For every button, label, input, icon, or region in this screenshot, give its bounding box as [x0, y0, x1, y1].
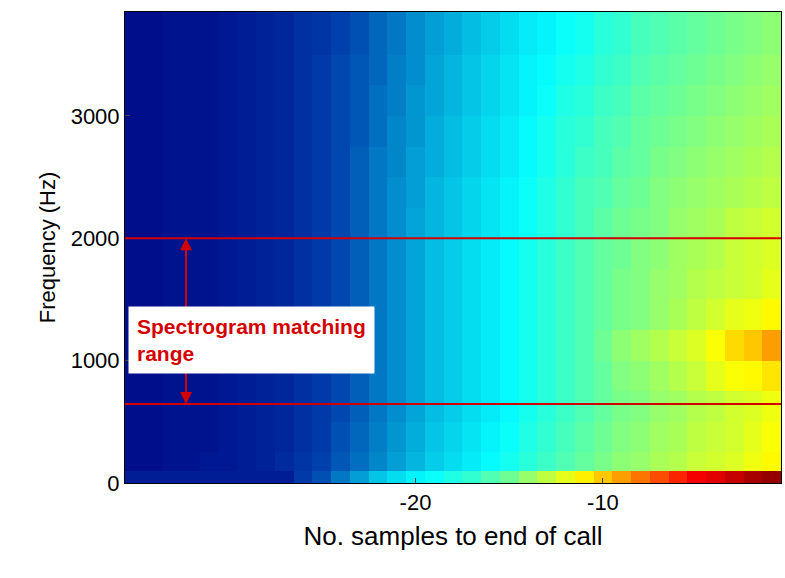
- svg-text:Frequency (Hz): Frequency (Hz): [35, 172, 60, 324]
- svg-text:-20: -20: [400, 490, 432, 515]
- svg-text:3000: 3000: [71, 104, 120, 129]
- svg-text:-10: -10: [587, 490, 619, 515]
- svg-text:0: 0: [107, 471, 119, 496]
- svg-text:No. samples to end of call: No. samples to end of call: [303, 521, 602, 551]
- svg-text:2000: 2000: [71, 226, 120, 251]
- svg-text:Spectrogram matchingrange: Spectrogram matchingrange: [137, 315, 366, 365]
- svg-text:1000: 1000: [71, 348, 120, 373]
